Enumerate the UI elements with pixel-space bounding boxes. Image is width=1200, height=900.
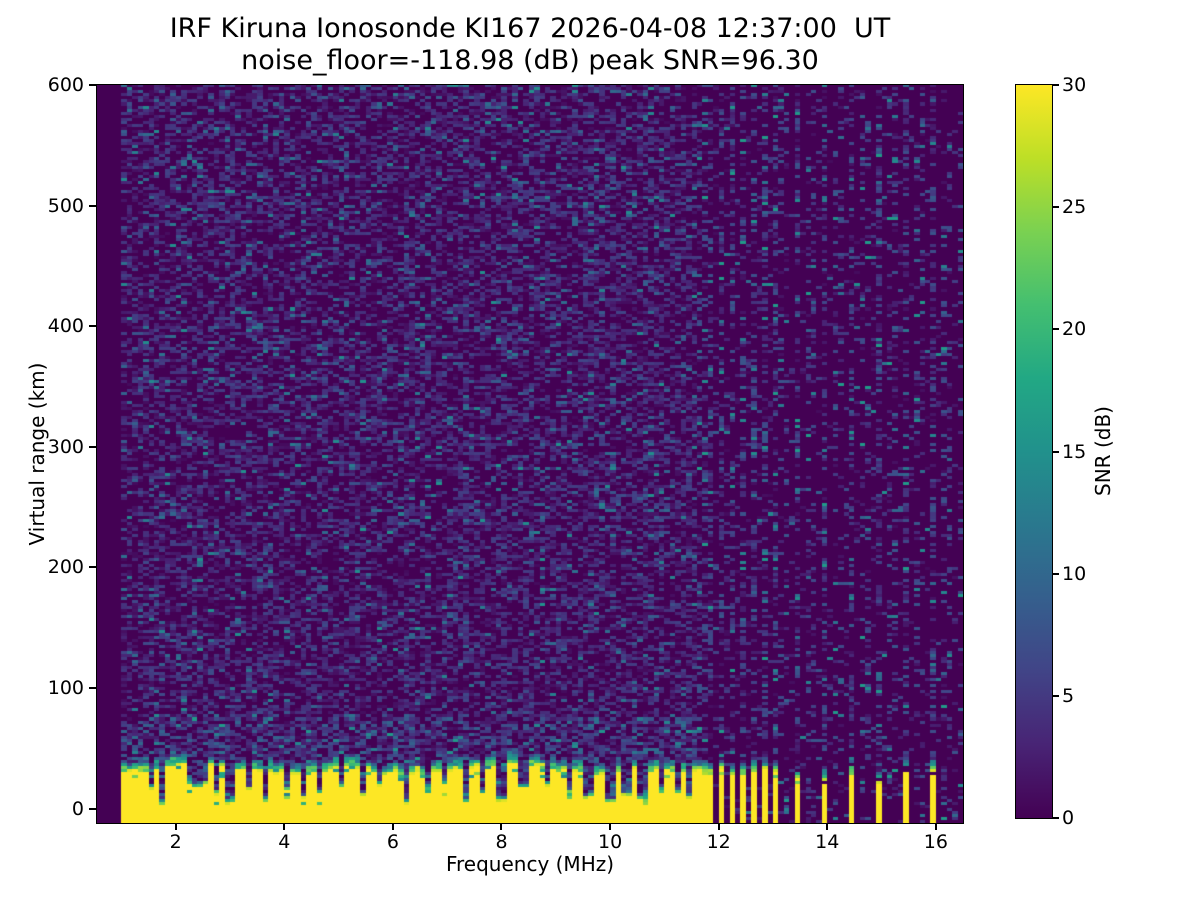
xtick-mark (717, 823, 720, 830)
xtick-label: 6 (386, 831, 399, 853)
ctick-mark (1053, 817, 1059, 819)
ytick-label: 100 (47, 676, 84, 699)
ctick-label: 5 (1062, 684, 1075, 707)
plot-area (96, 84, 964, 824)
ctick-label: 20 (1062, 318, 1087, 341)
xtick-label: 2 (169, 831, 182, 853)
ytick-label: 0 (71, 797, 84, 820)
chart-title: IRF Kiruna Ionosonde KI167 2026-04-08 12… (169, 13, 891, 44)
ctick-mark (1053, 206, 1059, 209)
xtick-label: 4 (278, 831, 291, 853)
ytick-label: 500 (47, 194, 84, 217)
x-axis-label: Frequency (MHz) (445, 852, 615, 876)
ytick-label: 400 (47, 315, 84, 338)
ytick-mark (89, 686, 96, 689)
xtick-label: 8 (495, 831, 508, 853)
colorbar-label: SNR (dB) (1091, 406, 1115, 496)
ytick-mark (89, 807, 96, 810)
colorbar (1015, 84, 1053, 819)
ctick-label: 30 (1062, 74, 1087, 96)
ytick-label: 200 (47, 556, 84, 579)
ytick-mark (89, 566, 96, 569)
xtick-mark (934, 823, 937, 830)
ctick-label: 15 (1062, 440, 1087, 463)
xtick-mark (826, 823, 829, 830)
ytick-label: 600 (47, 74, 84, 96)
ctick-label: 0 (1062, 807, 1075, 829)
ctick-mark (1053, 450, 1059, 453)
ionogram-heatmap-canvas (97, 85, 963, 823)
ytick-mark (89, 325, 96, 328)
xtick-label: 10 (597, 831, 623, 853)
xtick-mark (391, 823, 394, 830)
ctick-mark (1053, 328, 1059, 331)
xtick-mark (174, 823, 177, 830)
xtick-label: 12 (706, 831, 731, 853)
ytick-mark (89, 84, 96, 86)
ctick-mark (1053, 694, 1059, 697)
ctick-label: 10 (1062, 562, 1087, 585)
chart-subtitle: noise_floor=-118.98 (dB) peak SNR=96.30 (241, 45, 819, 76)
ctick-mark (1053, 572, 1059, 575)
ytick-mark (89, 445, 96, 448)
ytick-label: 300 (47, 435, 84, 458)
xtick-mark (609, 823, 612, 830)
ctick-mark (1053, 84, 1059, 86)
xtick-label: 16 (923, 831, 948, 853)
ytick-mark (89, 204, 96, 207)
ctick-label: 25 (1062, 196, 1087, 219)
xtick-mark (283, 823, 286, 830)
xtick-label: 14 (815, 831, 840, 853)
xtick-mark (500, 823, 503, 830)
